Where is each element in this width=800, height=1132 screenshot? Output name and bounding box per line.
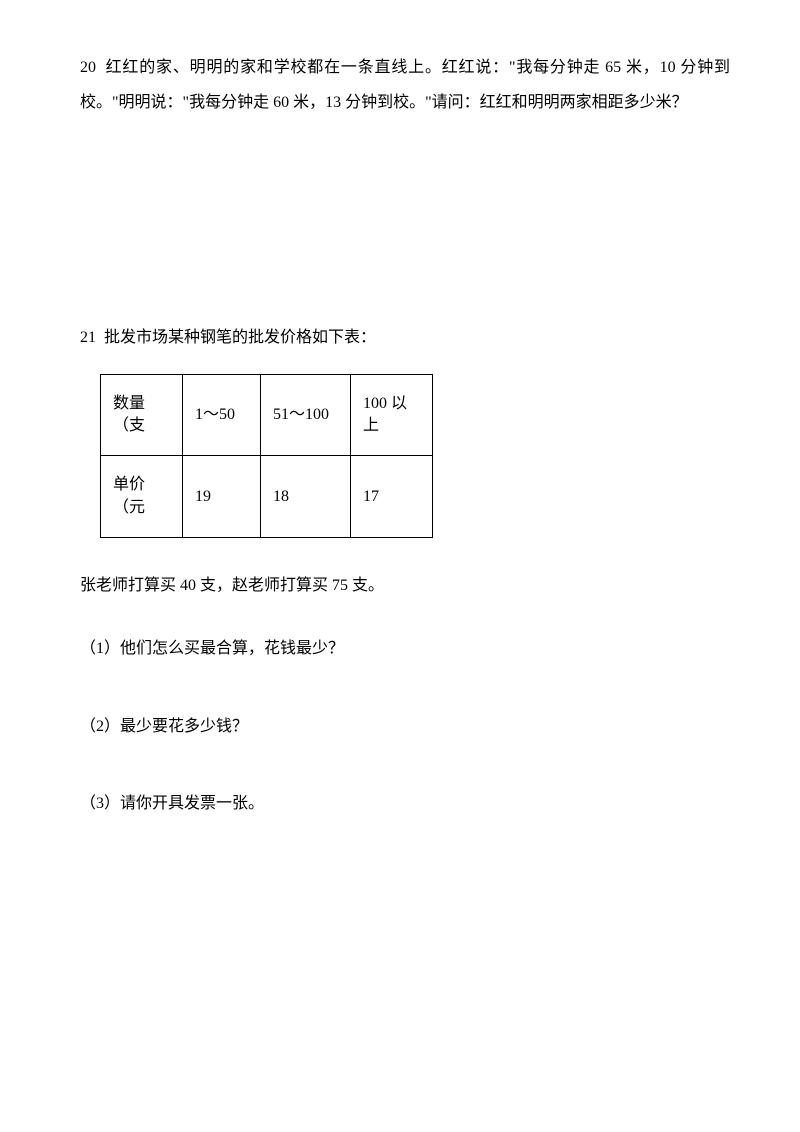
table-row: 单价（元 19 18 17 (101, 456, 433, 538)
table-cell: 51～100 (261, 374, 351, 456)
sub-question-3: （3）请你开具发票一张。 (80, 786, 730, 821)
question-20: 20 红红的家、明明的家和学校都在一条直线上。红红说："我每分钟走 65 米，1… (80, 50, 730, 120)
table-cell: 100 以上 (351, 374, 433, 456)
answer-space-20 (80, 160, 730, 320)
sub-question-2: （2）最少要花多少钱？ (80, 709, 730, 744)
table-cell-label: 单价（元 (101, 456, 183, 538)
question-intro-text: 批发市场某种钢笔的批发价格如下表： (104, 329, 376, 346)
question-20-text: 20 红红的家、明明的家和学校都在一条直线上。红红说："我每分钟走 65 米，1… (80, 50, 730, 120)
question-body: 红红的家、明明的家和学校都在一条直线上。红红说："我每分钟走 65 米，10 分… (80, 59, 730, 111)
table-cell-label: 数量（支 (101, 374, 183, 456)
table-cell: 18 (261, 456, 351, 538)
table-row: 数量（支 1～50 51～100 100 以上 (101, 374, 433, 456)
question-21: 21 批发市场某种钢笔的批发价格如下表： 数量（支 1～50 51～100 10… (80, 320, 730, 821)
question-21-post-table: 张老师打算买 40 支，赵老师打算买 75 支。 (80, 568, 730, 603)
sub-question-1: （1）他们怎么买最合算，花钱最少？ (80, 631, 730, 666)
table-cell: 19 (183, 456, 261, 538)
question-number: 20 (80, 59, 96, 76)
table-cell: 17 (351, 456, 433, 538)
question-21-intro: 21 批发市场某种钢笔的批发价格如下表： (80, 320, 730, 355)
table-cell: 1～50 (183, 374, 261, 456)
question-number: 21 (80, 329, 96, 346)
price-table: 数量（支 1～50 51～100 100 以上 单价（元 19 18 17 (100, 374, 433, 539)
